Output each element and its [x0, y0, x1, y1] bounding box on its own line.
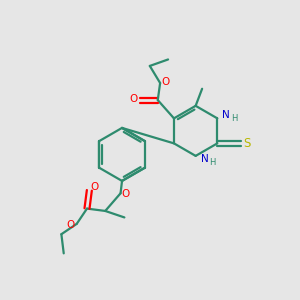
- Text: N: N: [201, 154, 208, 164]
- Text: S: S: [244, 137, 251, 150]
- Text: O: O: [91, 182, 99, 192]
- Text: H: H: [231, 114, 238, 123]
- Text: H: H: [209, 158, 216, 167]
- Text: O: O: [161, 77, 169, 87]
- Text: N: N: [222, 110, 230, 120]
- Text: O: O: [122, 190, 130, 200]
- Text: O: O: [130, 94, 138, 104]
- Text: O: O: [67, 220, 75, 230]
